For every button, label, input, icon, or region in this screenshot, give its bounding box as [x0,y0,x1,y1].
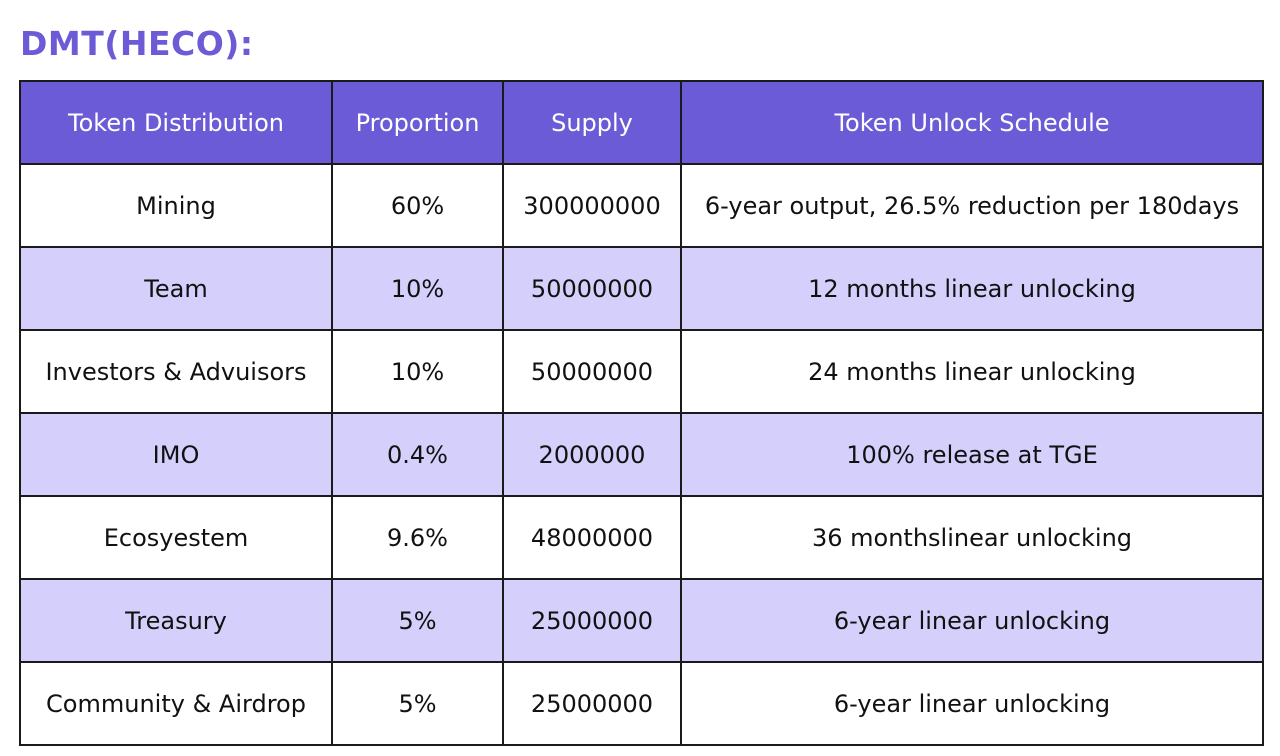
cell-distribution: Ecosyestem [19,495,333,580]
cell-distribution: Mining [19,163,333,248]
cell-schedule: 6-year linear unlocking [680,661,1264,746]
page-title: DMT(HECO): [20,24,254,63]
header-token-distribution: Token Distribution [19,80,333,165]
table-row: IMO 0.4% 2000000 100% release at TGE [19,412,1264,497]
cell-schedule: 12 months linear unlocking [680,246,1264,331]
table-row: Treasury 5% 25000000 6-year linear unloc… [19,578,1264,663]
token-distribution-table: Token Distribution Proportion Supply Tok… [19,80,1264,746]
header-supply: Supply [502,80,682,165]
table-body: Mining 60% 300000000 6-year output, 26.5… [19,163,1264,746]
cell-proportion: 9.6% [331,495,504,580]
table-row: Community & Airdrop 5% 25000000 6-year l… [19,661,1264,746]
cell-supply: 25000000 [502,578,682,663]
table-row: Mining 60% 300000000 6-year output, 26.5… [19,163,1264,248]
table-header: Token Distribution Proportion Supply Tok… [19,80,1264,165]
cell-proportion: 10% [331,246,504,331]
cell-schedule: 100% release at TGE [680,412,1264,497]
cell-distribution: IMO [19,412,333,497]
table-row: Ecosyestem 9.6% 48000000 36 monthslinear… [19,495,1264,580]
cell-supply: 25000000 [502,661,682,746]
header-row: Token Distribution Proportion Supply Tok… [19,80,1264,165]
table-row: Investors & Advuisors 10% 50000000 24 mo… [19,329,1264,414]
cell-proportion: 60% [331,163,504,248]
cell-distribution: Community & Airdrop [19,661,333,746]
cell-distribution: Team [19,246,333,331]
cell-schedule: 36 monthslinear unlocking [680,495,1264,580]
table-row: Team 10% 50000000 12 months linear unloc… [19,246,1264,331]
cell-supply: 50000000 [502,246,682,331]
cell-supply: 48000000 [502,495,682,580]
cell-supply: 50000000 [502,329,682,414]
cell-schedule: 6-year output, 26.5% reduction per 180da… [680,163,1264,248]
cell-schedule: 6-year linear unlocking [680,578,1264,663]
cell-proportion: 0.4% [331,412,504,497]
cell-distribution: Investors & Advuisors [19,329,333,414]
cell-schedule: 24 months linear unlocking [680,329,1264,414]
cell-proportion: 5% [331,578,504,663]
cell-supply: 300000000 [502,163,682,248]
cell-proportion: 10% [331,329,504,414]
cell-proportion: 5% [331,661,504,746]
cell-distribution: Treasury [19,578,333,663]
header-proportion: Proportion [331,80,504,165]
header-token-unlock-schedule: Token Unlock Schedule [680,80,1264,165]
cell-supply: 2000000 [502,412,682,497]
